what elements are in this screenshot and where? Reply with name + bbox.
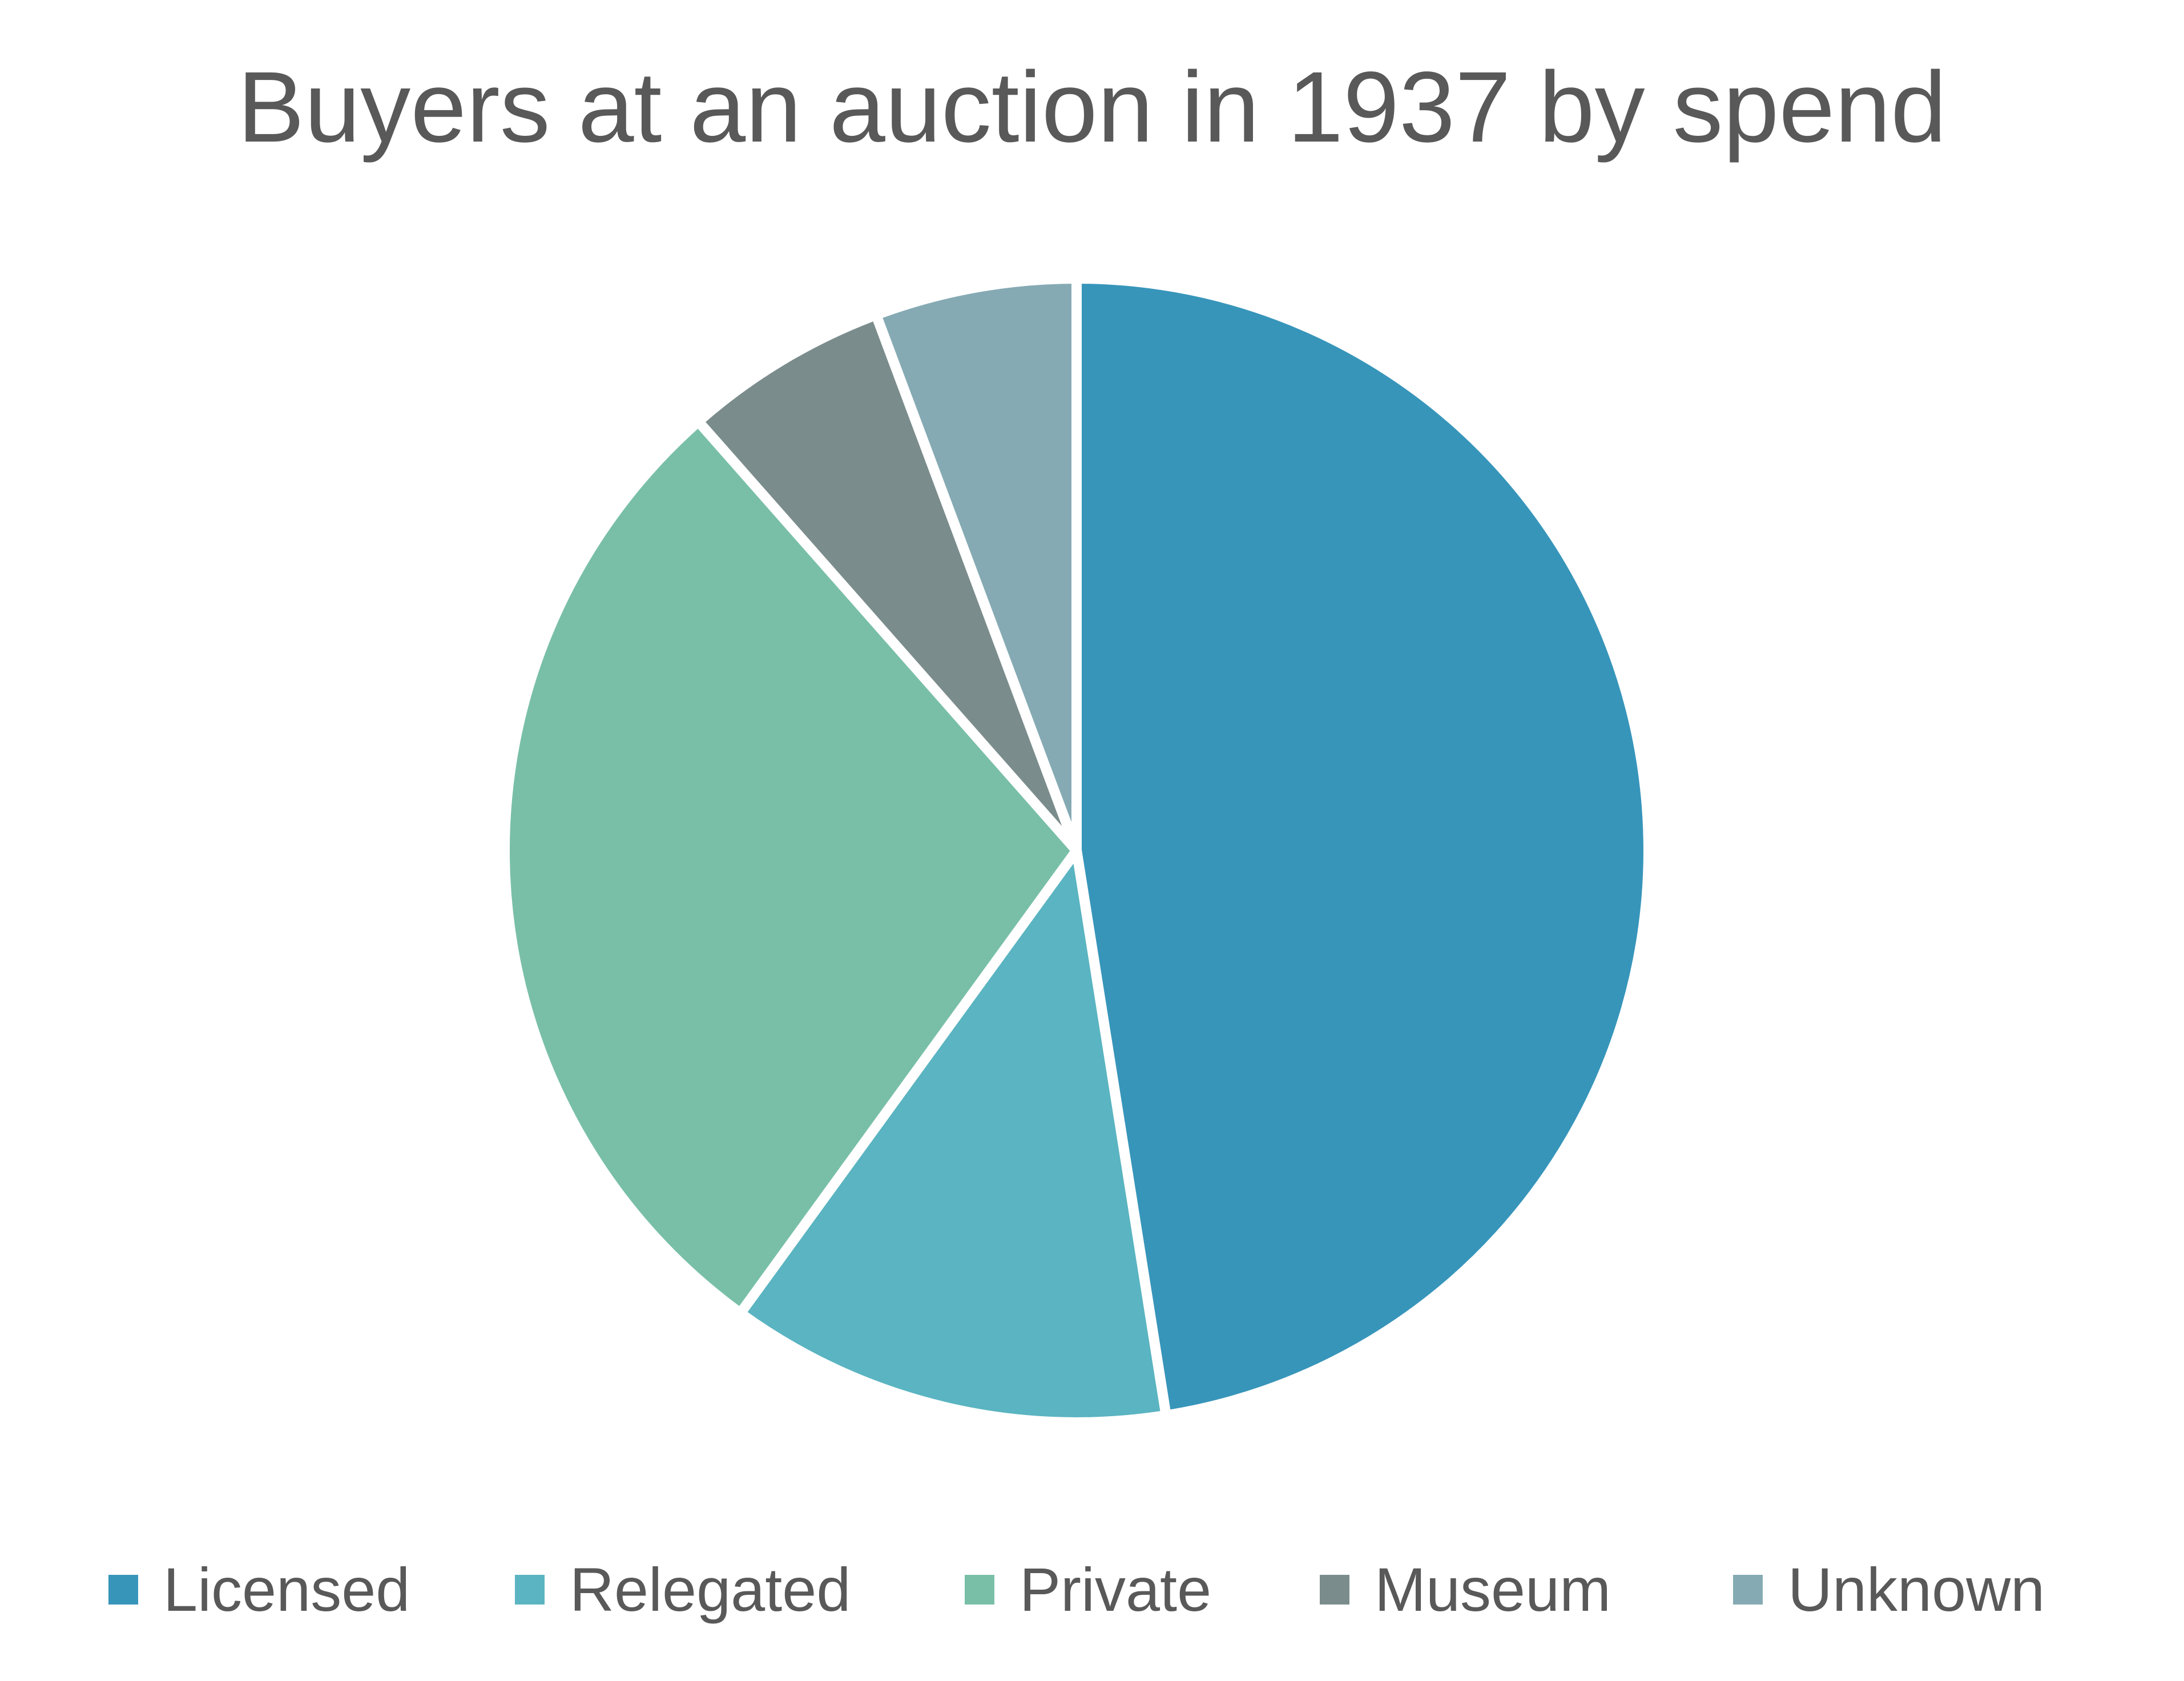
- legend-swatch-licensed: [108, 1575, 138, 1605]
- legend-swatch-relegated: [515, 1575, 545, 1605]
- legend-label-unknown: Unknown: [1788, 1555, 2045, 1624]
- legend-item-relegated: Relegated: [515, 1553, 851, 1627]
- pie-slice-relegated: [735, 845, 1171, 1428]
- legend-item-licensed: Licensed: [108, 1553, 410, 1627]
- legend-swatch-unknown: [1733, 1575, 1763, 1605]
- legend-swatch-museum: [1320, 1575, 1349, 1605]
- chart-legend: Licensed Relegated Private Museum Unknow…: [0, 1553, 2184, 1627]
- pie-slice-licensed: [1071, 273, 1654, 1421]
- legend-item-private: Private: [965, 1553, 1211, 1627]
- legend-label-private: Private: [1020, 1555, 1212, 1624]
- legend-label-relegated: Relegated: [570, 1555, 851, 1624]
- legend-swatch-private: [965, 1575, 994, 1605]
- legend-item-unknown: Unknown: [1733, 1553, 2045, 1627]
- chart-title: Buyers at an auction in 1937 by spend: [237, 51, 1947, 163]
- legend-label-museum: Museum: [1375, 1555, 1611, 1624]
- pie-slice-museum: [693, 309, 1082, 856]
- legend-label-licensed: Licensed: [163, 1555, 410, 1624]
- pie-slice-unknown: [871, 273, 1082, 856]
- pie-slice-private: [499, 416, 1082, 1319]
- legend-item-museum: Museum: [1320, 1553, 1611, 1627]
